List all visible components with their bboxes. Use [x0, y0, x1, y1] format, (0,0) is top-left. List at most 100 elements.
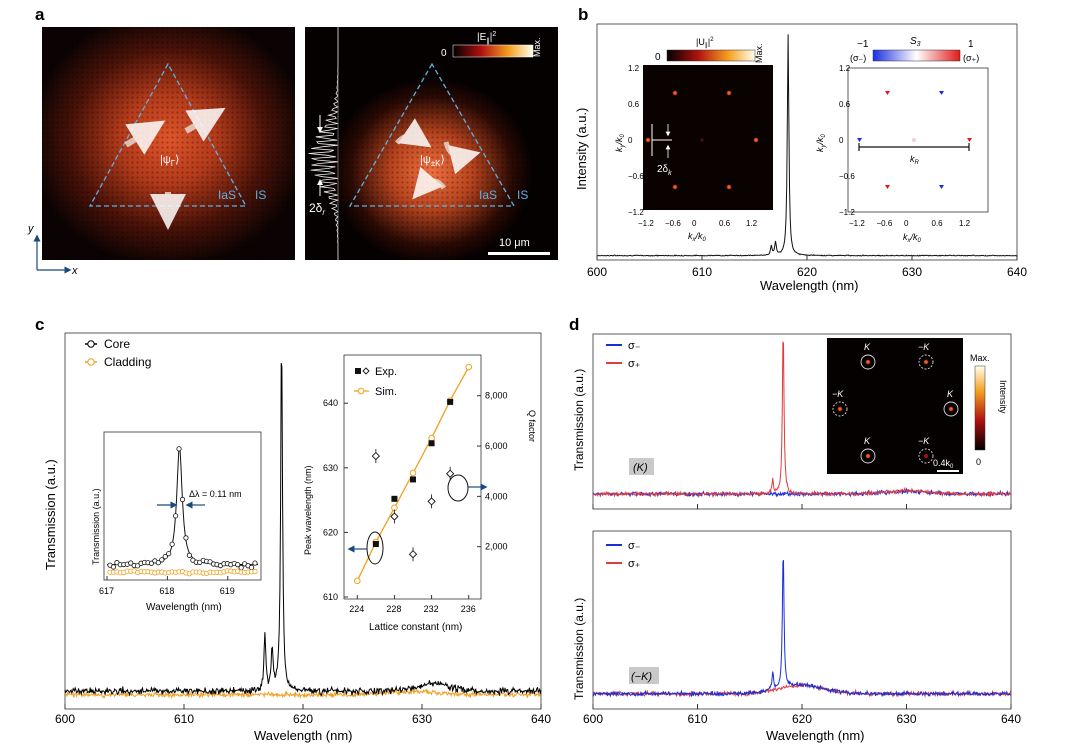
x-tick-label: 640 [1007, 265, 1027, 279]
q-point [371, 451, 380, 461]
delta-r-label: 2δr [309, 201, 325, 217]
exp-point [428, 440, 435, 447]
spectrum-line [597, 34, 1018, 257]
core-point [252, 560, 258, 566]
ci2-legend-sim: Sim. [375, 386, 397, 398]
y-tick-label: 640 [323, 398, 338, 408]
circular-arrow-icon [395, 118, 432, 148]
c-inset-lattice: 224 228 232 236 610 620 630 640 2,000 4,000 6,000 8… [303, 354, 537, 633]
ci1-xlabel: Wavelength (nm) [146, 602, 222, 613]
tag-minus-k: (−K) [631, 671, 652, 683]
c-inset-zoom: 617 618 619 Δλ = 0.11 nm Wavelength (nm) T… [91, 431, 262, 613]
ias-label: IaS [218, 188, 236, 202]
inset1-cb-min: 0 [655, 52, 661, 63]
inset1-xlabel: kx/k0 [688, 231, 707, 243]
c-legend: Core Cladding [85, 337, 151, 369]
colorbar [666, 49, 756, 62]
core-line [64, 362, 542, 697]
inset-x-tick: −0.6 [665, 219, 681, 228]
d-inset-label: −K [918, 342, 930, 352]
cladding-line [64, 687, 542, 700]
core-point [128, 560, 134, 566]
sim-point [465, 363, 473, 371]
axis-indicator: y x [27, 223, 78, 277]
x-tick-label: 620 [797, 265, 817, 279]
is-label: IS [517, 188, 528, 202]
circular-arrow-icon [412, 166, 447, 200]
x-tick-label: 618 [159, 586, 174, 596]
x-tick-label: 619 [220, 586, 235, 596]
psi-k-label: |ψ [420, 154, 431, 166]
legend-sigma-plus: σ₊ [628, 358, 641, 370]
legend-cladding: Cladding [104, 355, 151, 369]
sim-point [353, 577, 361, 585]
x-tick-label: 228 [386, 604, 401, 614]
c-xlabel: Wavelength (nm) [254, 728, 353, 743]
legend-sigma-plus: σ₊ [628, 558, 641, 570]
x-tick-label: 620 [293, 712, 313, 726]
y2-tick-label: 4,000 [485, 491, 508, 501]
inset1-cb-max: Max. [754, 43, 764, 63]
exp-point [391, 495, 398, 502]
panel-b-letter: b [578, 5, 588, 24]
y-tick-label: 610 [323, 592, 338, 602]
exp-point [410, 476, 416, 483]
inset2-xlabel: kx/k0 [903, 232, 922, 244]
core-point [183, 535, 189, 541]
core-point [235, 562, 241, 568]
exp-point [372, 541, 379, 548]
inset-y-tick: 0 [839, 136, 844, 145]
core-point [172, 513, 179, 519]
x-tick-label: 620 [792, 712, 812, 726]
core-point [238, 565, 244, 571]
d-legend-bottom: σ₋ σ₊ [606, 540, 641, 570]
axis-y-label: y [27, 223, 35, 235]
d-top-sigma-plus [592, 341, 1012, 499]
core-point [148, 560, 155, 566]
b-ylabel: Intensity (a.u.) [574, 108, 589, 190]
d-inset-label: −K [832, 389, 844, 399]
inset-x-tick: 0 [692, 219, 697, 228]
x-tick-label: 630 [902, 265, 922, 279]
inset2-cb-min: −1 [857, 39, 869, 50]
x-tick-label: 224 [349, 604, 364, 614]
x-tick-label: 600 [55, 712, 75, 726]
d-cb-min: 0 [976, 457, 981, 467]
x-tick-label: 600 [583, 712, 603, 726]
x-tick-label: 640 [531, 712, 551, 726]
inset-y-tick: 1.2 [839, 64, 851, 73]
b-xlabel: Wavelength (nm) [760, 278, 859, 293]
x-tick-label: 630 [897, 712, 917, 726]
inset-y-tick: −1.2 [628, 208, 644, 217]
panel-b-chart: 600 610 620 630 640 Wavelength (nm) Intensit… [574, 23, 1027, 293]
colorbar [872, 49, 961, 62]
inset-y-tick: 0 [628, 136, 633, 145]
kr-label: kR [910, 154, 920, 166]
inset2-cb-min-label: (σ₋) [850, 53, 866, 63]
colorbar [974, 365, 986, 451]
core-point [155, 560, 161, 566]
panel-c-letter: c [35, 315, 44, 334]
legend-core: Core [104, 337, 130, 351]
arrow-icon [184, 107, 226, 142]
is-triangle [348, 62, 516, 207]
inset-x-tick: −1.2 [638, 219, 654, 228]
colorbar-min: 0 [441, 48, 447, 59]
axis-x-label: x [71, 265, 78, 277]
legend-sigma-minus: σ₋ [628, 540, 641, 552]
ci2-legend-exp: Exp. [375, 366, 397, 378]
x-tick-label: 610 [688, 712, 708, 726]
d-ylabel-top: Transmission (a.u.) [572, 369, 586, 471]
tag-k: (K) [633, 462, 648, 474]
inset-x-tick: 0.6 [719, 219, 731, 228]
panel-d-chart: 600 610 620 630 640 Wavelength (nm) Transmis… [572, 333, 1021, 743]
ci2-ylabel-right: Q factor [527, 410, 537, 442]
sim-point [428, 434, 435, 442]
inset2-cb-max-label: (σ₊) [963, 53, 979, 63]
core-point [176, 446, 182, 452]
panel-c-chart: 600 610 620 630 640 Wavelength (nm) Transmis… [43, 332, 551, 743]
scalebar [937, 470, 959, 472]
inset-y-tick: −0.6 [839, 172, 855, 181]
ci1-ylabel: Transmission (a.u.) [91, 488, 101, 565]
d-bottom-sigma-minus [592, 559, 1012, 698]
